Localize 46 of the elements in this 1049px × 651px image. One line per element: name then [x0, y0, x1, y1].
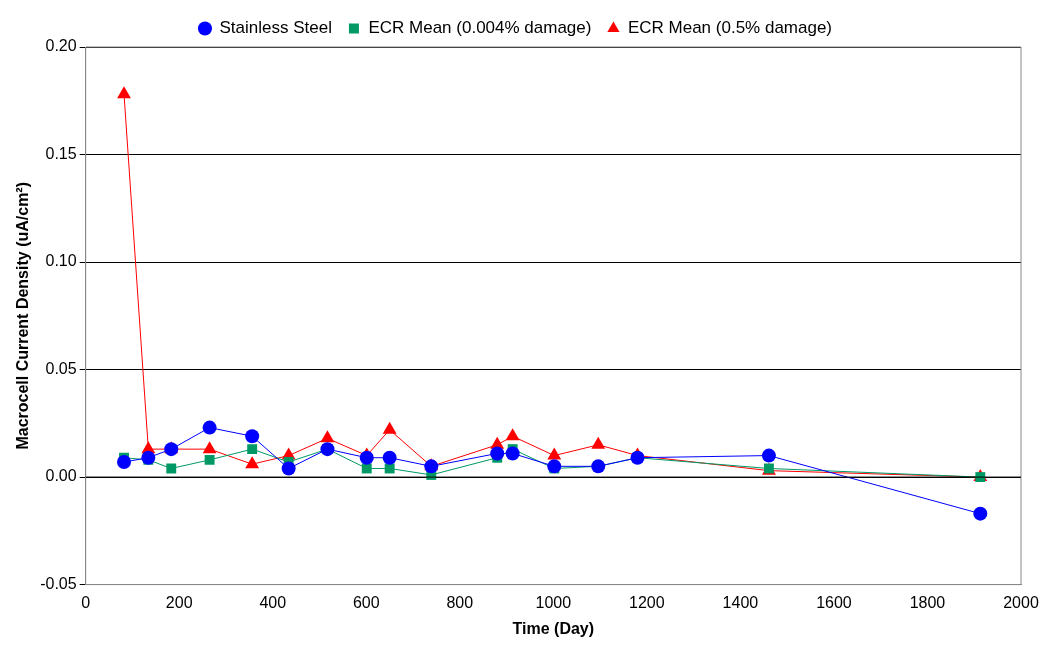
point	[505, 428, 520, 441]
point	[547, 447, 562, 460]
point	[359, 450, 374, 465]
point	[761, 448, 776, 463]
y-tick-label: 0.10	[45, 252, 77, 270]
legend-label: ECR Mean (0.004% damage)	[368, 18, 592, 38]
point	[166, 463, 177, 474]
y-tick-label: 0.00	[45, 467, 77, 485]
x-tick-label: 600	[352, 593, 380, 611]
point	[202, 441, 217, 454]
y-tick-label: -0.05	[40, 575, 77, 593]
x-tick-label: 1600	[816, 593, 852, 611]
point	[591, 436, 606, 449]
point	[245, 429, 260, 444]
point	[361, 463, 372, 474]
y-axis-title: Macrocell Current Density (uA/cm²)	[14, 182, 32, 450]
point	[117, 455, 132, 470]
x-tick-label: 1200	[629, 593, 665, 611]
point	[490, 446, 505, 461]
point	[382, 450, 397, 465]
legend-label: Stainless Steel	[219, 18, 332, 38]
point	[281, 461, 296, 476]
x-tick-label: 800	[446, 593, 474, 611]
point	[505, 446, 520, 461]
point	[245, 456, 260, 469]
point	[973, 506, 988, 521]
x-tick-label: 0	[81, 593, 91, 611]
legend-label: ECR Mean (0.5% damage)	[627, 18, 833, 38]
x-tick-label: 1400	[722, 593, 759, 611]
point	[384, 463, 395, 474]
x-tick-label: 2000	[1003, 593, 1039, 611]
x-tick-label: 200	[165, 593, 193, 611]
point	[382, 421, 397, 434]
point	[320, 430, 335, 443]
point	[202, 420, 217, 435]
x-tick-label: 1000	[535, 593, 572, 611]
x-axis-title: Time (Day)	[512, 619, 595, 637]
point	[247, 444, 258, 455]
point	[204, 454, 215, 465]
point	[117, 86, 131, 99]
x-tick-label: 1800	[909, 593, 946, 611]
y-tick-label: 0.20	[45, 37, 77, 55]
x-tick-label: 400	[259, 593, 287, 611]
y-tick-label: 0.05	[45, 359, 77, 377]
y-tick-label: 0.15	[45, 144, 77, 162]
point	[547, 459, 562, 474]
